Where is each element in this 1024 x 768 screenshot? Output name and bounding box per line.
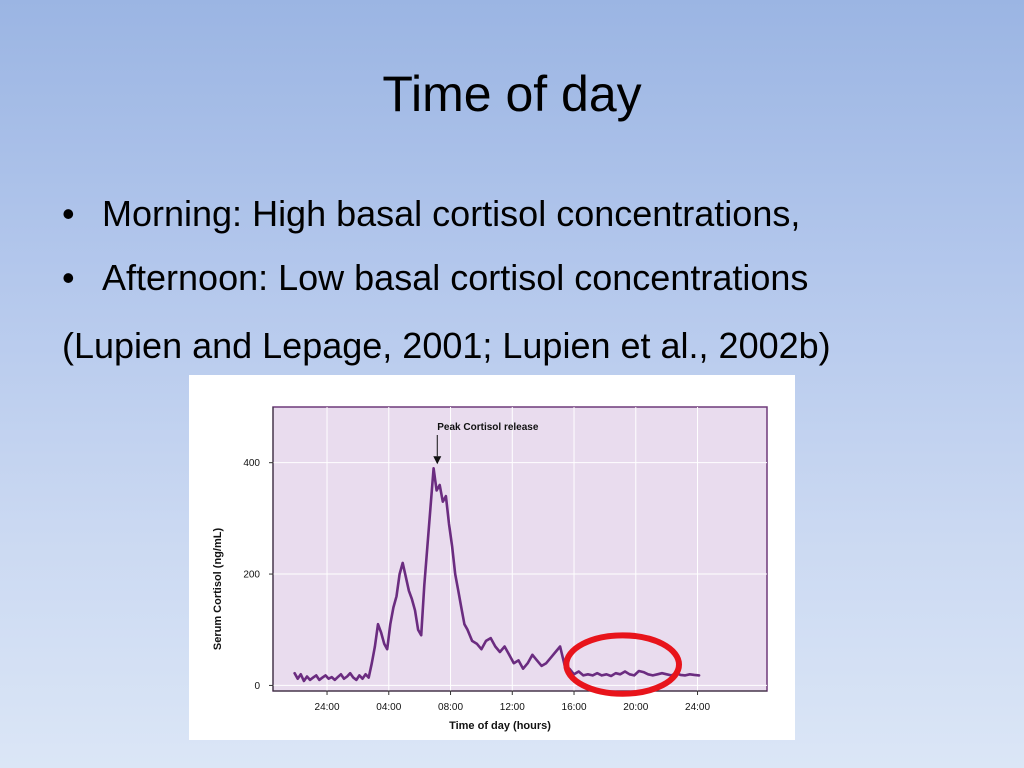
- y-tick-label: 400: [243, 458, 260, 469]
- highlight-ring: [563, 632, 683, 697]
- y-tick-label: 200: [243, 570, 260, 581]
- annotation-label: Peak Cortisol release: [437, 422, 539, 433]
- bullet-text-afternoon: Afternoon: Low basal cortisol concentrat…: [102, 257, 809, 298]
- bullet-item-morning: • Morning: High basal cortisol concentra…: [62, 190, 808, 254]
- bullet-glyph: •: [62, 193, 75, 234]
- y-tick-label: 0: [254, 681, 260, 692]
- cortisol-chart-figure: 24:00 04:00 08:00 12:00 16:00 20:00 24:00 0 200 4…: [189, 375, 795, 740]
- x-tick-label: 16:00: [562, 702, 587, 713]
- bullet-text-morning: Morning: High basal cortisol concentrati…: [102, 193, 801, 234]
- x-tick-label: 08:00: [438, 702, 463, 713]
- series-layer: [293, 467, 701, 683]
- gridlines: [273, 407, 767, 691]
- x-tick-label: 20:00: [623, 702, 648, 713]
- series-line-cortisol: [293, 467, 701, 683]
- y-axis-label: Serum Cortisol (ng/mL): [212, 528, 224, 651]
- cortisol-chart: 24:00 04:00 08:00 12:00 16:00 20:00 24:00 0 200 4…: [212, 406, 768, 732]
- slide-title: Time of day: [382, 66, 642, 122]
- annotation-arrow-head: [433, 456, 442, 465]
- plot-area: [272, 406, 768, 692]
- citation: (Lupien and Lepage, 2001; Lupien et al.,…: [62, 325, 831, 366]
- bullet-item-afternoon: • Afternoon: Low basal cortisol concentr…: [62, 254, 808, 318]
- bullet-glyph: •: [62, 257, 75, 298]
- x-tick-label: 24:00: [315, 702, 340, 713]
- bullet-list: • Morning: High basal cortisol concentra…: [62, 190, 808, 318]
- tick-labels: 24:00 04:00 08:00 12:00 16:00 20:00 24:00 0 200 4…: [243, 458, 710, 713]
- x-tick-label: 04:00: [376, 702, 401, 713]
- x-tick-label: 12:00: [500, 702, 525, 713]
- axes: [272, 407, 767, 692]
- annotation-layer: Peak Cortisol release: [433, 422, 683, 697]
- x-axis-label: Time of day (hours): [449, 720, 551, 732]
- x-tick-label: 24:00: [685, 702, 710, 713]
